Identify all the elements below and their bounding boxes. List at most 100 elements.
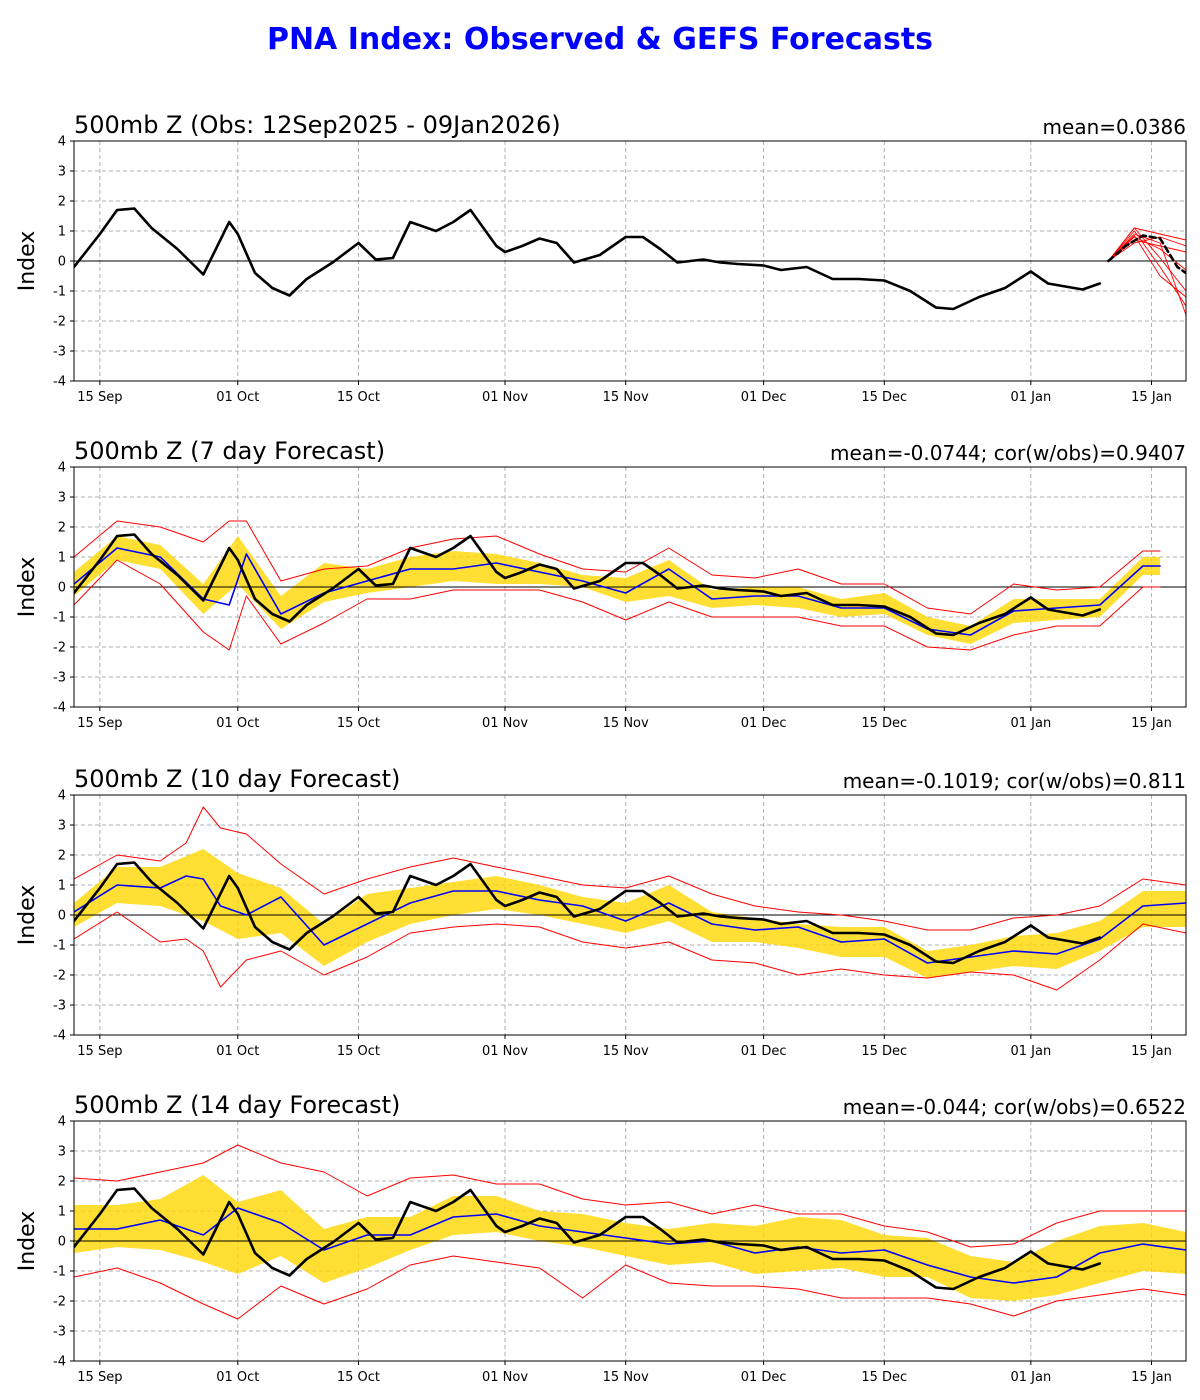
x-tick-label: 15 Oct	[337, 390, 380, 405]
x-tick-label: 15 Sep	[77, 390, 122, 405]
x-tick-label: 01 Oct	[216, 390, 259, 405]
spread-band	[74, 849, 1186, 978]
y-tick-label: 0	[58, 581, 66, 596]
y-tick-label: 1	[58, 551, 66, 566]
x-tick-label: 15 Jan	[1131, 390, 1172, 405]
x-tick-label: 01 Dec	[741, 716, 787, 731]
series-line-envelope	[74, 559, 1161, 651]
panel-title: 500mb Z (14 day Forecast)	[74, 1091, 400, 1119]
x-tick-label: 01 Dec	[741, 390, 787, 405]
series-line-ensemble-member	[1107, 233, 1186, 316]
x-tick-label: 01 Jan	[1010, 390, 1051, 405]
y-tick-label: 2	[58, 195, 66, 210]
x-tick-label: 01 Jan	[1010, 1044, 1051, 1059]
x-tick-label: 15 Sep	[77, 1044, 122, 1059]
series-line-envelope	[74, 520, 1161, 615]
panel-7-day: -4 -3 -2 -1 0 1 2 3 4 15 Sep 01 Oct 15 Oct 01 Nov 15 …	[15, 437, 1187, 731]
series-line-observed	[74, 1187, 1102, 1291]
y-tick-label: 1	[58, 1205, 66, 1220]
figure-title: PNA Index: Observed & GEFS Forecasts	[266, 22, 934, 57]
series-line-observed-forecast	[1107, 234, 1186, 275]
x-tick-label: 15 Oct	[337, 1044, 380, 1059]
x-tick-label: 01 Nov	[482, 1370, 528, 1385]
y-tick-label: -3	[53, 1325, 66, 1340]
x-tick-label: 15 Dec	[861, 390, 907, 405]
y-tick-label: -1	[53, 285, 66, 300]
y-tick-label: -2	[53, 1295, 66, 1310]
series-line-observed	[74, 533, 1102, 637]
series-line-ensemble-member	[1107, 235, 1186, 298]
x-tick-label: 15 Dec	[861, 1044, 907, 1059]
y-tick-label: 1	[58, 879, 66, 894]
x-tick-label: 15 Dec	[861, 716, 907, 731]
series-line-forecast-mean	[74, 547, 1161, 636]
x-tick-label: 15 Nov	[603, 716, 649, 731]
panel-stat-label: mean=-0.044; cor(w/obs)=0.6522	[843, 1095, 1186, 1119]
x-tick-label: 15 Jan	[1131, 1370, 1172, 1385]
y-tick-label: 4	[58, 135, 66, 150]
series-line-envelope	[74, 806, 1186, 931]
y-tick-label: -1	[53, 1265, 66, 1280]
plot-area	[74, 1144, 1186, 1320]
y-tick-label: 4	[58, 1115, 66, 1130]
x-tick-label: 01 Dec	[741, 1370, 787, 1385]
y-tick-label: 4	[58, 789, 66, 804]
x-tick-label: 15 Nov	[603, 1044, 649, 1059]
x-tick-label: 01 Jan	[1010, 1370, 1051, 1385]
x-tick-label: 15 Sep	[77, 1370, 122, 1385]
series-line-ensemble-member	[1107, 236, 1186, 262]
y-tick-label: -2	[53, 641, 66, 656]
x-tick-label: 01 Oct	[216, 716, 259, 731]
x-tick-label: 01 Nov	[482, 1044, 528, 1059]
y-axis-label: Index	[15, 1211, 40, 1272]
y-tick-label: 2	[58, 1175, 66, 1190]
series-line-envelope	[74, 1255, 1186, 1320]
x-tick-label: 15 Jan	[1131, 716, 1172, 731]
panel-stat-label: mean=-0.0744; cor(w/obs)=0.9407	[830, 441, 1186, 465]
x-tick-label: 01 Nov	[482, 390, 528, 405]
x-tick-label: 01 Dec	[741, 1044, 787, 1059]
y-tick-label: -4	[53, 1355, 66, 1370]
panel-title: 500mb Z (10 day Forecast)	[74, 765, 400, 793]
panel-title: 500mb Z (7 day Forecast)	[74, 437, 385, 465]
y-tick-label: 3	[58, 819, 66, 834]
series-line-forecast-mean	[74, 1207, 1186, 1284]
x-tick-label: 15 Oct	[337, 1370, 380, 1385]
series-line-observed	[74, 207, 1102, 311]
y-tick-label: -4	[53, 1029, 66, 1044]
series-line-ensemble-member	[1107, 227, 1186, 292]
y-tick-label: -3	[53, 671, 66, 686]
panel-10-day: -4 -3 -2 -1 0 1 2 3 4 15 Sep 01 Oct 15 Oct 01 Nov 15 …	[15, 765, 1187, 1059]
y-tick-label: -3	[53, 999, 66, 1014]
y-axis-label: Index	[15, 231, 40, 292]
y-axis-label: Index	[15, 885, 40, 946]
y-tick-label: -2	[53, 969, 66, 984]
y-tick-label: 0	[58, 1235, 66, 1250]
x-tick-label: 15 Dec	[861, 1370, 907, 1385]
y-axis-label: Index	[15, 557, 40, 618]
plot-area	[74, 806, 1186, 991]
panel-14-day: -4 -3 -2 -1 0 1 2 3 4 15 Sep 01 Oct 15 Oct 01 Nov 15 …	[15, 1091, 1187, 1385]
x-tick-label: 01 Oct	[216, 1044, 259, 1059]
y-tick-label: 2	[58, 521, 66, 536]
panel-stat-label: mean=0.0386	[1043, 115, 1186, 139]
x-tick-label: 15 Nov	[603, 1370, 649, 1385]
x-tick-label: 01 Jan	[1010, 716, 1051, 731]
panel-stat-label: mean=-0.1019; cor(w/obs)=0.811	[843, 769, 1186, 793]
y-tick-label: 0	[58, 909, 66, 924]
panel-observed: -4 -3 -2 -1 0 1 2 3 4 15 Sep 01 Oct 15 Oct 01 Nov 15 …	[15, 111, 1187, 405]
y-tick-label: -4	[53, 375, 66, 390]
x-tick-label: 15 Sep	[77, 716, 122, 731]
series-line-envelope	[74, 911, 1186, 991]
plot-area	[74, 207, 1186, 316]
x-tick-label: 15 Nov	[603, 390, 649, 405]
x-tick-label: 01 Oct	[216, 1370, 259, 1385]
y-tick-label: -1	[53, 611, 66, 626]
y-tick-label: 3	[58, 1145, 66, 1160]
y-tick-label: -3	[53, 345, 66, 360]
y-tick-label: 2	[58, 849, 66, 864]
y-tick-label: 4	[58, 461, 66, 476]
plot-area	[74, 520, 1186, 651]
series-line-observed	[74, 861, 1102, 965]
